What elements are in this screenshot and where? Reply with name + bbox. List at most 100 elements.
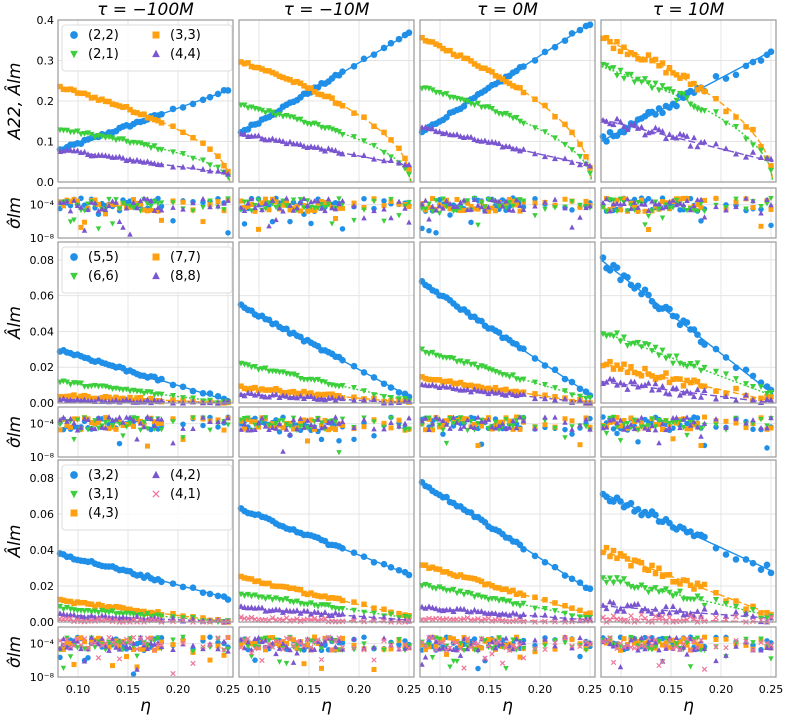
sigma-point bbox=[482, 204, 488, 210]
sigma-point bbox=[652, 644, 659, 650]
data-point bbox=[436, 128, 443, 135]
data-point bbox=[214, 592, 222, 600]
sigma-point bbox=[340, 422, 345, 428]
data-point bbox=[552, 600, 558, 606]
data-point bbox=[457, 588, 464, 595]
data-point bbox=[380, 149, 388, 156]
data-point bbox=[722, 600, 730, 607]
sigma-point bbox=[361, 647, 367, 653]
sigma-point bbox=[245, 635, 251, 642]
sigma-point bbox=[440, 205, 446, 211]
sigma-point bbox=[694, 644, 701, 651]
data-point bbox=[669, 89, 677, 95]
legend-marker bbox=[70, 272, 78, 281]
sigma-point bbox=[99, 424, 105, 430]
data-point bbox=[148, 115, 154, 121]
sigma-point bbox=[649, 198, 655, 204]
sigma-point bbox=[110, 663, 115, 669]
data-point bbox=[269, 583, 276, 589]
sigma-point bbox=[478, 200, 485, 206]
sigma-point bbox=[113, 644, 119, 650]
data-point bbox=[701, 618, 708, 625]
data-point bbox=[464, 386, 471, 393]
sigma-point bbox=[506, 642, 513, 649]
sigma-point bbox=[287, 218, 293, 225]
data-point bbox=[577, 607, 583, 614]
data-point bbox=[339, 68, 346, 76]
data-point bbox=[603, 118, 610, 124]
sigma-point bbox=[677, 639, 683, 645]
data-point bbox=[241, 385, 248, 392]
data-point bbox=[750, 126, 756, 133]
data-point bbox=[170, 123, 176, 129]
data-point bbox=[248, 390, 255, 397]
data-point bbox=[380, 394, 388, 400]
sigma-point bbox=[78, 224, 84, 230]
x-tick-label: 0.20 bbox=[166, 683, 191, 696]
data-point bbox=[322, 93, 328, 100]
data-point bbox=[603, 333, 610, 340]
sigma-point bbox=[698, 196, 704, 202]
data-point bbox=[99, 96, 105, 103]
legend-marker bbox=[152, 470, 160, 479]
data-point bbox=[732, 364, 740, 371]
sigma-point bbox=[381, 218, 387, 224]
data-point bbox=[478, 317, 485, 325]
sigma-point bbox=[542, 643, 548, 649]
data-point bbox=[158, 613, 165, 620]
data-point bbox=[361, 114, 367, 120]
data-point bbox=[95, 601, 102, 608]
sigma-point bbox=[758, 636, 764, 642]
data-point bbox=[443, 47, 450, 54]
data-point bbox=[279, 138, 287, 144]
data-point bbox=[517, 85, 523, 91]
data-point bbox=[141, 111, 147, 117]
data-point bbox=[123, 138, 130, 145]
data-point bbox=[63, 127, 71, 134]
data-point bbox=[499, 596, 506, 603]
sigma-point bbox=[607, 634, 613, 641]
data-point bbox=[576, 153, 584, 160]
data-point bbox=[273, 71, 279, 77]
data-point bbox=[126, 388, 134, 395]
data-point bbox=[429, 376, 436, 383]
data-point bbox=[628, 364, 634, 370]
data-point bbox=[244, 591, 252, 598]
data-point bbox=[224, 170, 232, 177]
data-point bbox=[74, 599, 81, 605]
data-point bbox=[112, 137, 120, 144]
data-point bbox=[712, 544, 720, 552]
data-point bbox=[350, 549, 358, 557]
data-point bbox=[767, 396, 775, 403]
data-point bbox=[402, 155, 408, 162]
sigma-point bbox=[713, 644, 719, 650]
data-point bbox=[513, 591, 520, 598]
x-tick-label: 0.15 bbox=[116, 683, 141, 696]
data-point bbox=[642, 566, 648, 573]
y-tick-label: 10⁻⁸ bbox=[30, 451, 55, 464]
data-point bbox=[624, 126, 631, 132]
sigma-point bbox=[496, 198, 502, 204]
data-point bbox=[677, 75, 683, 81]
sigma-point bbox=[74, 427, 81, 433]
data-point bbox=[648, 386, 656, 393]
legend-marker bbox=[152, 49, 160, 58]
data-point bbox=[750, 618, 756, 625]
data-point bbox=[492, 596, 499, 602]
data-point bbox=[130, 616, 137, 623]
sigma-point bbox=[238, 642, 244, 648]
sigma-point bbox=[116, 414, 123, 420]
sigma-point bbox=[482, 418, 488, 424]
data-point bbox=[95, 609, 102, 616]
sigma-point bbox=[743, 420, 749, 426]
data-point bbox=[641, 605, 649, 612]
sigma-point bbox=[102, 206, 109, 213]
data-point bbox=[652, 605, 659, 612]
data-point bbox=[645, 52, 652, 58]
sigma-point bbox=[361, 634, 367, 640]
data-point bbox=[478, 384, 485, 391]
data-point bbox=[339, 597, 346, 604]
sigma-point bbox=[768, 425, 774, 431]
data-point bbox=[606, 375, 614, 382]
data-point bbox=[99, 603, 105, 609]
